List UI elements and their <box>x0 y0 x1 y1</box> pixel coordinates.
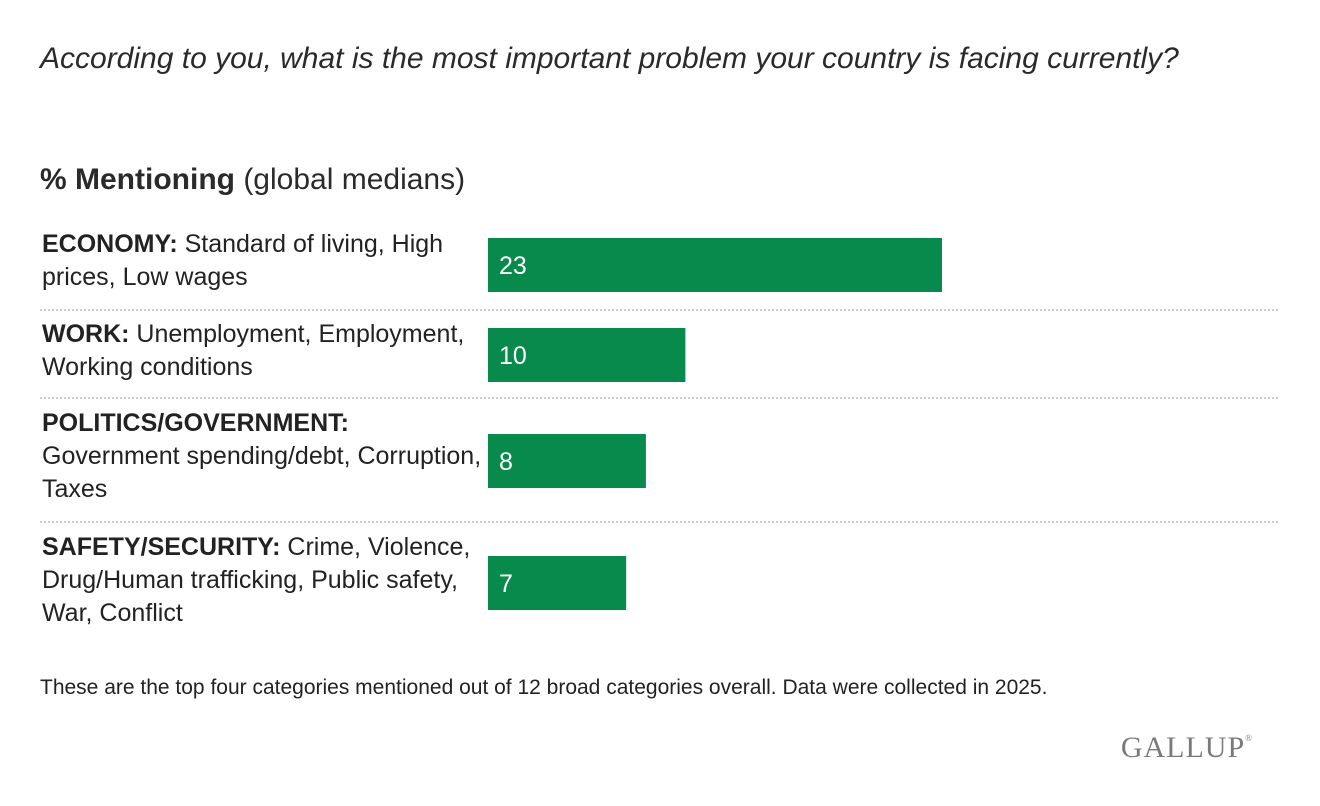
bar-value-label-2: 10 <box>499 342 527 370</box>
row-divider <box>40 397 1278 399</box>
category-label-work: WORK: Unemployment, Employment, Working … <box>42 318 482 384</box>
footnote: These are the top four categories mentio… <box>40 676 1048 699</box>
category-head: SAFETY/SECURITY: <box>42 533 281 561</box>
chart-subtitle: % Mentioning (global medians) <box>40 160 465 200</box>
gallup-logo: GALLUP® <box>1121 731 1253 765</box>
row-divider <box>40 521 1278 523</box>
chart-question: According to you, what is the most impor… <box>40 42 1179 75</box>
category-head: POLITICS/GOVERNMENT: <box>42 409 349 437</box>
bar-4 <box>488 556 627 610</box>
category-detail: Unemployment, Employment, Working condit… <box>42 320 465 381</box>
row-divider <box>40 309 1278 311</box>
bar-2 <box>488 328 686 382</box>
subtitle-bold: % Mentioning <box>40 163 235 196</box>
category-label-politics: POLITICS/GOVERNMENT: Government spending… <box>42 407 482 506</box>
bar-value-label-3: 8 <box>499 448 513 476</box>
category-label-safety: SAFETY/SECURITY: Crime, Violence, Drug/H… <box>42 531 482 630</box>
logo-text: GALLUP <box>1120 731 1246 764</box>
registered-mark: ® <box>1245 733 1253 743</box>
category-detail: Crime, Violence, Drug/Human trafficking,… <box>42 533 471 627</box>
category-head: ECONOMY: <box>42 230 178 258</box>
bar-3 <box>488 434 646 488</box>
subtitle-rest: (global medians) <box>234 163 466 196</box>
category-detail: Standard of living, High prices, Low wag… <box>42 230 444 291</box>
category-head: WORK: <box>42 320 130 348</box>
bar-value-label-4: 7 <box>499 570 513 598</box>
category-label-economy: ECONOMY: Standard of living, High prices… <box>42 228 482 294</box>
category-detail: Government spending/debt, Corruption, Ta… <box>42 442 482 503</box>
bar-1 <box>488 238 942 292</box>
bar-value-label-1: 23 <box>499 252 527 280</box>
